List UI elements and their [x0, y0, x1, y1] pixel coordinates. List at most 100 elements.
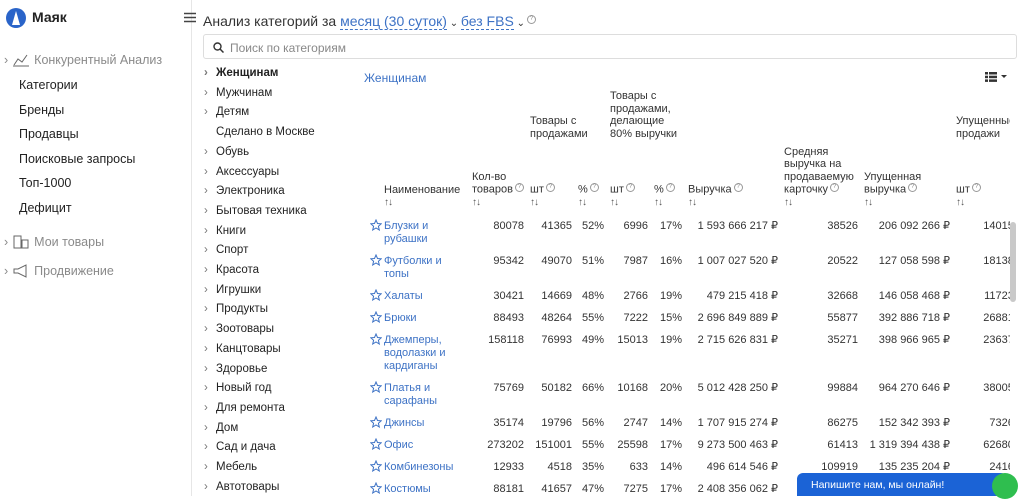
category-item[interactable]: Красота	[203, 261, 315, 281]
table-cell: 16%	[659, 254, 683, 267]
category-item[interactable]: Новый год	[203, 379, 315, 399]
table-cell: 17%	[659, 438, 683, 451]
column-header[interactable]: Средняя выручка на продаваемую карточку	[782, 90, 862, 215]
header-title: Анализ категорий за	[203, 13, 337, 29]
nav-item[interactable]: Категории	[19, 78, 78, 92]
nav-item[interactable]: Дефицит	[19, 201, 72, 215]
nav-item[interactable]: Поисковые запросы	[19, 152, 136, 166]
chat-label[interactable]: Напишите нам, мы онлайн!	[811, 479, 945, 491]
category-item[interactable]: Электроника	[203, 182, 315, 202]
column-header[interactable]: Выручка	[686, 90, 782, 215]
nav-section[interactable]: › Конкурентный Анализ	[4, 53, 163, 67]
table-row: Халаты 30421 14669 48% 2766 19% 479 215 418 ₽ 3…	[362, 285, 1010, 307]
category-item[interactable]: Канцтовары	[203, 340, 315, 360]
favorite-star[interactable]	[362, 478, 383, 496]
category-item[interactable]: Сад и дача	[203, 438, 315, 458]
favorite-star[interactable]	[362, 456, 383, 478]
column-header[interactable]: Упущенная выручка	[862, 90, 954, 215]
table-cell: 496 614 546 ₽	[706, 460, 779, 473]
column-header[interactable]: Кол-во товаров	[470, 90, 528, 215]
column-header[interactable]: шт	[608, 144, 652, 215]
period-select[interactable]: месяц (30 суток)	[340, 13, 447, 30]
nav-section-label[interactable]: Мои товары	[34, 235, 105, 249]
category-item[interactable]: Для ремонта	[203, 399, 315, 419]
table-cell: 7222	[623, 311, 648, 324]
favorite-star[interactable]	[362, 377, 383, 412]
category-name[interactable]: Офис	[384, 438, 414, 451]
category-item[interactable]: Мебель	[203, 458, 315, 478]
menu-toggle[interactable]	[184, 12, 196, 23]
category-item[interactable]: Дом	[203, 419, 315, 439]
table-cell: 76993	[541, 333, 572, 346]
nav-section-label[interactable]: Продвижение	[34, 264, 114, 278]
category-item[interactable]: Спорт	[203, 241, 315, 261]
table-cell: 633	[629, 460, 648, 473]
table-cell: 273202	[487, 438, 524, 451]
table-cell: 49070	[541, 254, 572, 267]
category-name[interactable]: Брюки	[384, 311, 417, 324]
category-item[interactable]: Женщинам	[203, 64, 315, 84]
column-header[interactable]: %	[652, 144, 686, 215]
table-cell: 14669	[541, 289, 572, 302]
favorite-star[interactable]	[362, 307, 383, 329]
category-name[interactable]: Халаты	[384, 289, 423, 302]
favorite-star[interactable]	[362, 412, 383, 434]
search-box[interactable]: Поиск по категориям	[203, 34, 1017, 59]
table-cell: 35174	[493, 416, 524, 429]
category-item[interactable]: Продукты	[203, 300, 315, 320]
favorite-star[interactable]	[362, 329, 383, 377]
favorite-star[interactable]	[362, 250, 383, 285]
table-cell: 19%	[659, 289, 683, 302]
table-cell: 2 715 626 831 ₽	[697, 333, 779, 346]
category-item[interactable]: Здоровье	[203, 360, 315, 380]
category-name[interactable]: Комбинезоны	[384, 460, 454, 473]
chat-button[interactable]: Напишите нам, мы онлайн!	[797, 473, 1007, 496]
nav-section[interactable]: › Мои товары	[4, 235, 105, 249]
table-cell: 75769	[493, 381, 524, 394]
category-item[interactable]: Обувь	[203, 143, 315, 163]
table-row: Джемперы, водолазки и кардиганы 158118 769…	[362, 329, 1010, 377]
category-name[interactable]: Платья и сарафаны	[384, 381, 438, 407]
nav-item[interactable]: Продавцы	[19, 127, 79, 141]
favorite-star[interactable]	[362, 215, 383, 250]
column-header[interactable]: шт	[528, 144, 576, 215]
nav-item[interactable]: Топ-1000	[19, 176, 72, 190]
column-header[interactable]: Наименование	[382, 90, 470, 215]
category-item[interactable]: Зоотовары	[203, 320, 315, 340]
nav-section[interactable]: › Продвижение	[4, 264, 114, 278]
nav-item[interactable]: Бренды	[19, 103, 65, 117]
favorite-star[interactable]	[362, 285, 383, 307]
category-name[interactable]: Костюмы	[384, 482, 431, 495]
breadcrumb[interactable]: Женщинам	[364, 71, 427, 85]
column-header[interactable]: шт	[954, 144, 1010, 215]
category-item[interactable]: Детям	[203, 103, 315, 123]
table-cell: 51%	[581, 254, 604, 267]
table-cell: 48%	[581, 289, 604, 302]
nav-section-label[interactable]: Конкурентный Анализ	[34, 53, 163, 67]
table-cell: 47%	[581, 482, 604, 495]
category-item[interactable]: Сделано в Москве	[216, 126, 315, 139]
table-cell: 73264	[989, 416, 1010, 429]
column-label: Выручка	[688, 184, 732, 196]
table-cell: 55%	[581, 311, 604, 324]
table-cell: 32668	[827, 289, 859, 302]
table-cell: 1 007 027 520 ₽	[697, 254, 779, 267]
scrollbar[interactable]	[1010, 222, 1016, 302]
table-cell: 61413	[827, 438, 859, 451]
category-item[interactable]: Игрушки	[203, 281, 315, 301]
category-name[interactable]: Джемперы, водолазки и кардиганы	[384, 333, 446, 372]
category-name[interactable]: Футболки и топы	[384, 254, 442, 280]
category-item[interactable]: Бытовая техника	[203, 202, 315, 222]
category-item[interactable]: Автотовары	[203, 478, 315, 498]
category-item[interactable]: Книги	[203, 222, 315, 242]
column-label: Кол-во товаров	[472, 170, 513, 196]
fbs-select[interactable]: без FBS	[460, 13, 514, 30]
category-item[interactable]: Мужчинам	[203, 84, 315, 104]
table-cell: 117236	[984, 289, 1010, 302]
category-item[interactable]: Аксессуары	[203, 163, 315, 183]
category-name[interactable]: Джинсы	[384, 416, 425, 429]
view-toggle[interactable]	[984, 71, 1010, 83]
column-header[interactable]: %	[576, 144, 608, 215]
favorite-star[interactable]	[362, 434, 383, 456]
category-name[interactable]: Блузки и рубашки	[384, 219, 429, 245]
